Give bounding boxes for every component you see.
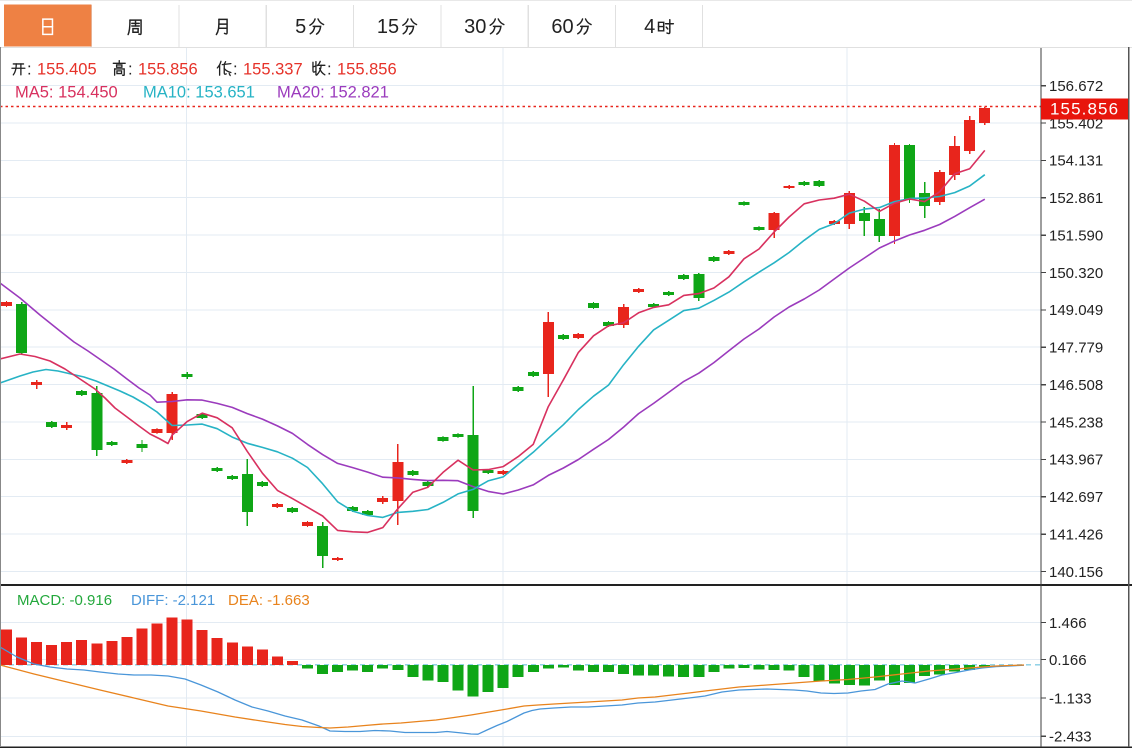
svg-text:4: 4: [644, 16, 655, 38]
svg-text:145.238: 145.238: [1049, 414, 1103, 431]
svg-text:155.856: 155.856: [337, 61, 397, 79]
svg-text:-1.133: -1.133: [1049, 690, 1092, 707]
svg-text:141.426: 141.426: [1049, 526, 1103, 543]
svg-text:154.131: 154.131: [1049, 153, 1103, 170]
svg-text:155.337: 155.337: [243, 61, 303, 79]
svg-text:5: 5: [295, 16, 306, 38]
svg-text:MA20: 152.821: MA20: 152.821: [277, 84, 389, 102]
svg-text:152.861: 152.861: [1049, 190, 1103, 207]
svg-text:MA5: 154.450: MA5: 154.450: [15, 84, 118, 102]
svg-text::: :: [233, 61, 238, 79]
svg-text:155.405: 155.405: [37, 61, 97, 79]
svg-text::: :: [327, 61, 332, 79]
svg-text:151.590: 151.590: [1049, 227, 1103, 244]
svg-text:DIFF: -2.121: DIFF: -2.121: [131, 592, 215, 609]
svg-text:149.049: 149.049: [1049, 302, 1103, 319]
svg-text:155.856: 155.856: [1050, 100, 1119, 119]
svg-text:155.856: 155.856: [138, 61, 198, 79]
svg-text:155.402: 155.402: [1049, 115, 1103, 132]
svg-text:DEA: -1.663: DEA: -1.663: [228, 592, 310, 609]
svg-text:0.166: 0.166: [1049, 652, 1087, 669]
svg-text:-2.433: -2.433: [1049, 729, 1092, 746]
svg-text:147.779: 147.779: [1049, 340, 1103, 357]
svg-text:30: 30: [464, 16, 486, 38]
svg-text:60: 60: [551, 16, 573, 38]
svg-text:15: 15: [377, 16, 399, 38]
svg-text:MACD: -0.916: MACD: -0.916: [17, 592, 112, 609]
svg-text:142.697: 142.697: [1049, 489, 1103, 506]
svg-text:140.156: 140.156: [1049, 564, 1103, 581]
svg-text:146.508: 146.508: [1049, 377, 1103, 394]
svg-text::: :: [27, 61, 32, 79]
svg-text:156.672: 156.672: [1049, 78, 1103, 95]
svg-text:150.320: 150.320: [1049, 265, 1103, 282]
svg-text:143.967: 143.967: [1049, 452, 1103, 469]
svg-text::: :: [128, 61, 133, 79]
svg-text:1.466: 1.466: [1049, 615, 1087, 632]
svg-text:MA10: 153.651: MA10: 153.651: [143, 84, 255, 102]
